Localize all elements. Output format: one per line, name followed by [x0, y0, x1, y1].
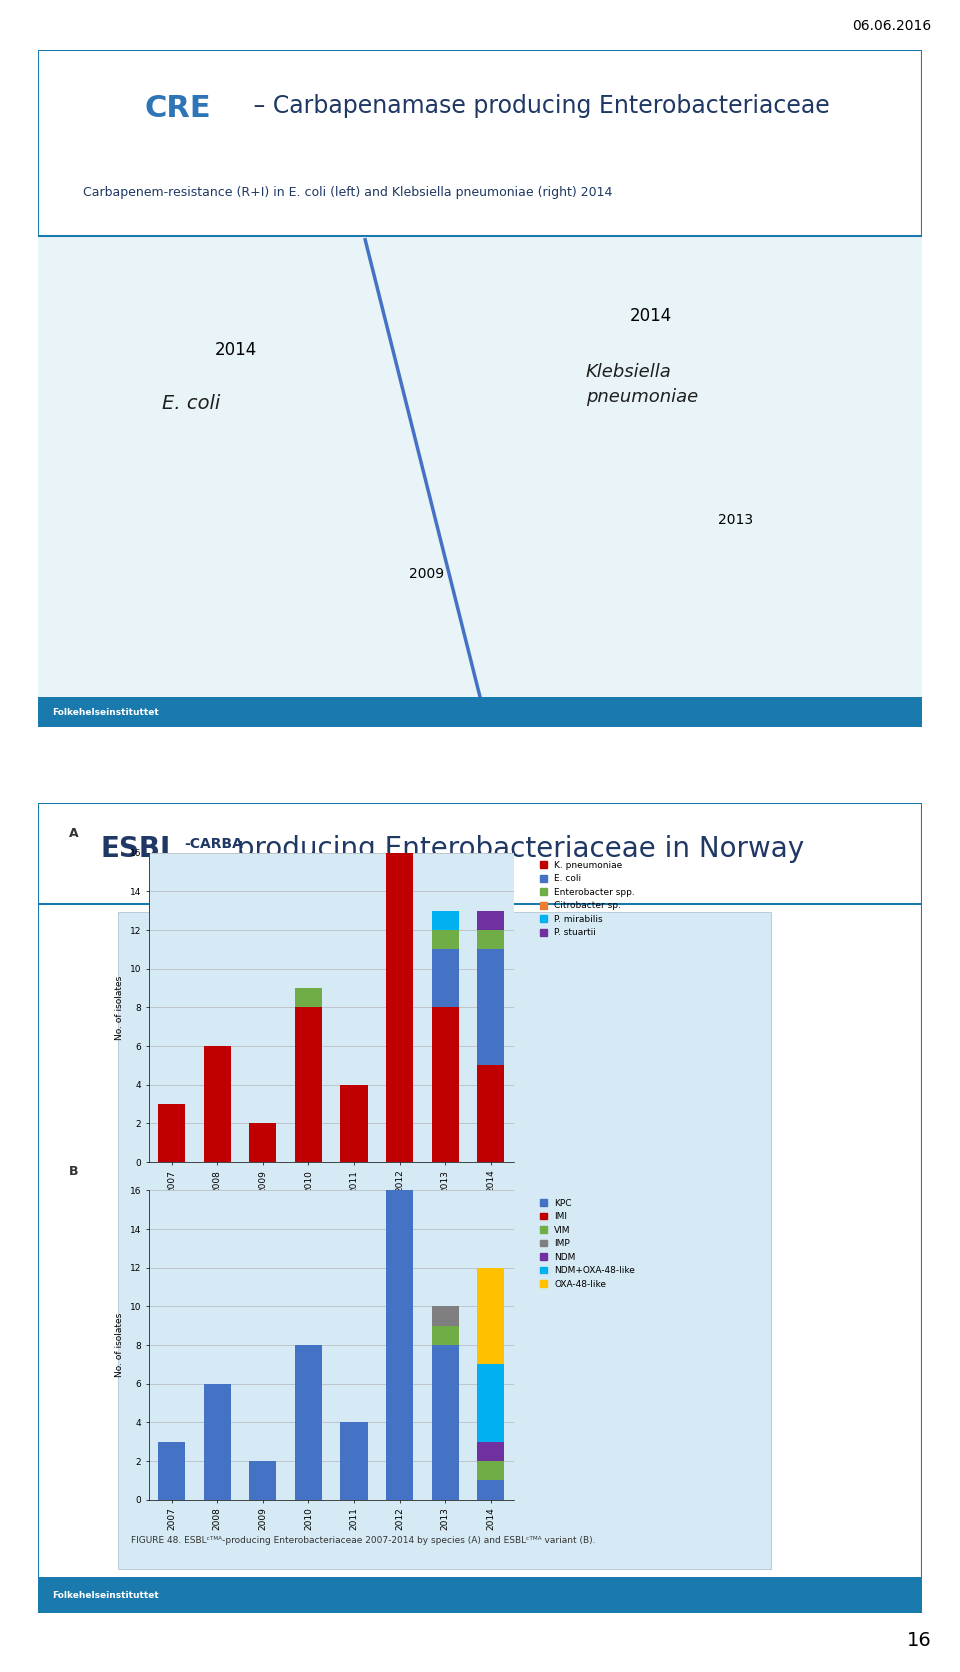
FancyBboxPatch shape — [38, 1577, 922, 1613]
Bar — [477, 911, 505, 930]
Text: FIGURE 48. ESBLᶜᵀᴹᴬ-producing Enterobacteriaceae 2007-2014 by species (A) and ES: FIGURE 48. ESBLᶜᵀᴹᴬ-producing Enterobact… — [132, 1537, 595, 1545]
Text: E. coli: E. coli — [162, 395, 220, 413]
Text: Folkehelseinstituttet: Folkehelseinstituttet — [52, 1592, 158, 1600]
Bar — [432, 1007, 459, 1162]
Y-axis label: No. of isolates: No. of isolates — [115, 975, 124, 1040]
Bar — [432, 950, 459, 1007]
FancyBboxPatch shape — [38, 803, 922, 1613]
FancyBboxPatch shape — [38, 50, 922, 727]
Bar — [204, 1384, 230, 1500]
Bar — [341, 1085, 368, 1162]
Bar — [477, 930, 505, 950]
Bar — [157, 1104, 185, 1162]
Y-axis label: No. of isolates: No. of isolates — [115, 1313, 124, 1378]
Bar — [432, 911, 459, 930]
Bar — [477, 1461, 505, 1480]
Text: 2009: 2009 — [409, 567, 444, 582]
Bar — [386, 659, 414, 853]
Bar — [386, 640, 414, 659]
Text: -CARBA: -CARBA — [184, 836, 243, 851]
FancyBboxPatch shape — [38, 697, 922, 727]
Legend: K. pneumoniae, E. coli, Enterobacter spp., Citrobacter sp., P. mirabilis, P. stu: K. pneumoniae, E. coli, Enterobacter spp… — [537, 858, 638, 941]
Text: 2014: 2014 — [630, 308, 672, 324]
Bar — [432, 930, 459, 950]
Text: 2013: 2013 — [718, 513, 754, 527]
Legend: KPC, IMI, VIM, IMP, NDM, NDM+OXA-48-like, OXA-48-like: KPC, IMI, VIM, IMP, NDM, NDM+OXA-48-like… — [537, 1195, 639, 1292]
Text: A: A — [68, 828, 78, 841]
Bar — [386, 1190, 414, 1500]
Bar — [477, 1065, 505, 1162]
Text: Folkehelseinstituttet: Folkehelseinstituttet — [52, 707, 158, 717]
Text: B: B — [68, 1165, 78, 1179]
Text: CRE: CRE — [144, 94, 211, 124]
Text: 16: 16 — [906, 1632, 931, 1650]
Bar — [250, 1124, 276, 1162]
Bar — [477, 950, 505, 1065]
Bar — [386, 853, 414, 1162]
Text: ESBL: ESBL — [100, 834, 178, 863]
Text: producing Enterobacteriaceae in Norway: producing Enterobacteriaceae in Norway — [228, 834, 804, 863]
Bar — [477, 1480, 505, 1500]
Text: Carbapenem-resistance (R+I) in E. coli (left) and Klebsiella pneumoniae (right) : Carbapenem-resistance (R+I) in E. coli (… — [83, 186, 612, 199]
Bar — [295, 1007, 323, 1162]
Bar — [204, 1047, 230, 1162]
Bar — [432, 1326, 459, 1344]
Bar — [295, 1344, 323, 1500]
Bar — [295, 988, 323, 1007]
Bar — [341, 1423, 368, 1500]
Text: 2014: 2014 — [215, 341, 257, 359]
Bar — [432, 1344, 459, 1500]
Bar — [157, 1441, 185, 1500]
FancyBboxPatch shape — [38, 236, 922, 697]
Bar — [250, 1461, 276, 1500]
Text: 06.06.2016: 06.06.2016 — [852, 18, 931, 33]
Bar — [477, 1441, 505, 1461]
FancyBboxPatch shape — [118, 911, 772, 1568]
Bar — [477, 1267, 505, 1364]
Text: Klebsiella
pneumoniae: Klebsiella pneumoniae — [586, 363, 698, 406]
Bar — [477, 1364, 505, 1441]
Text: – Carbapenamase producing Enterobacteriaceae: – Carbapenamase producing Enterobacteria… — [246, 94, 829, 119]
Bar — [432, 1306, 459, 1326]
